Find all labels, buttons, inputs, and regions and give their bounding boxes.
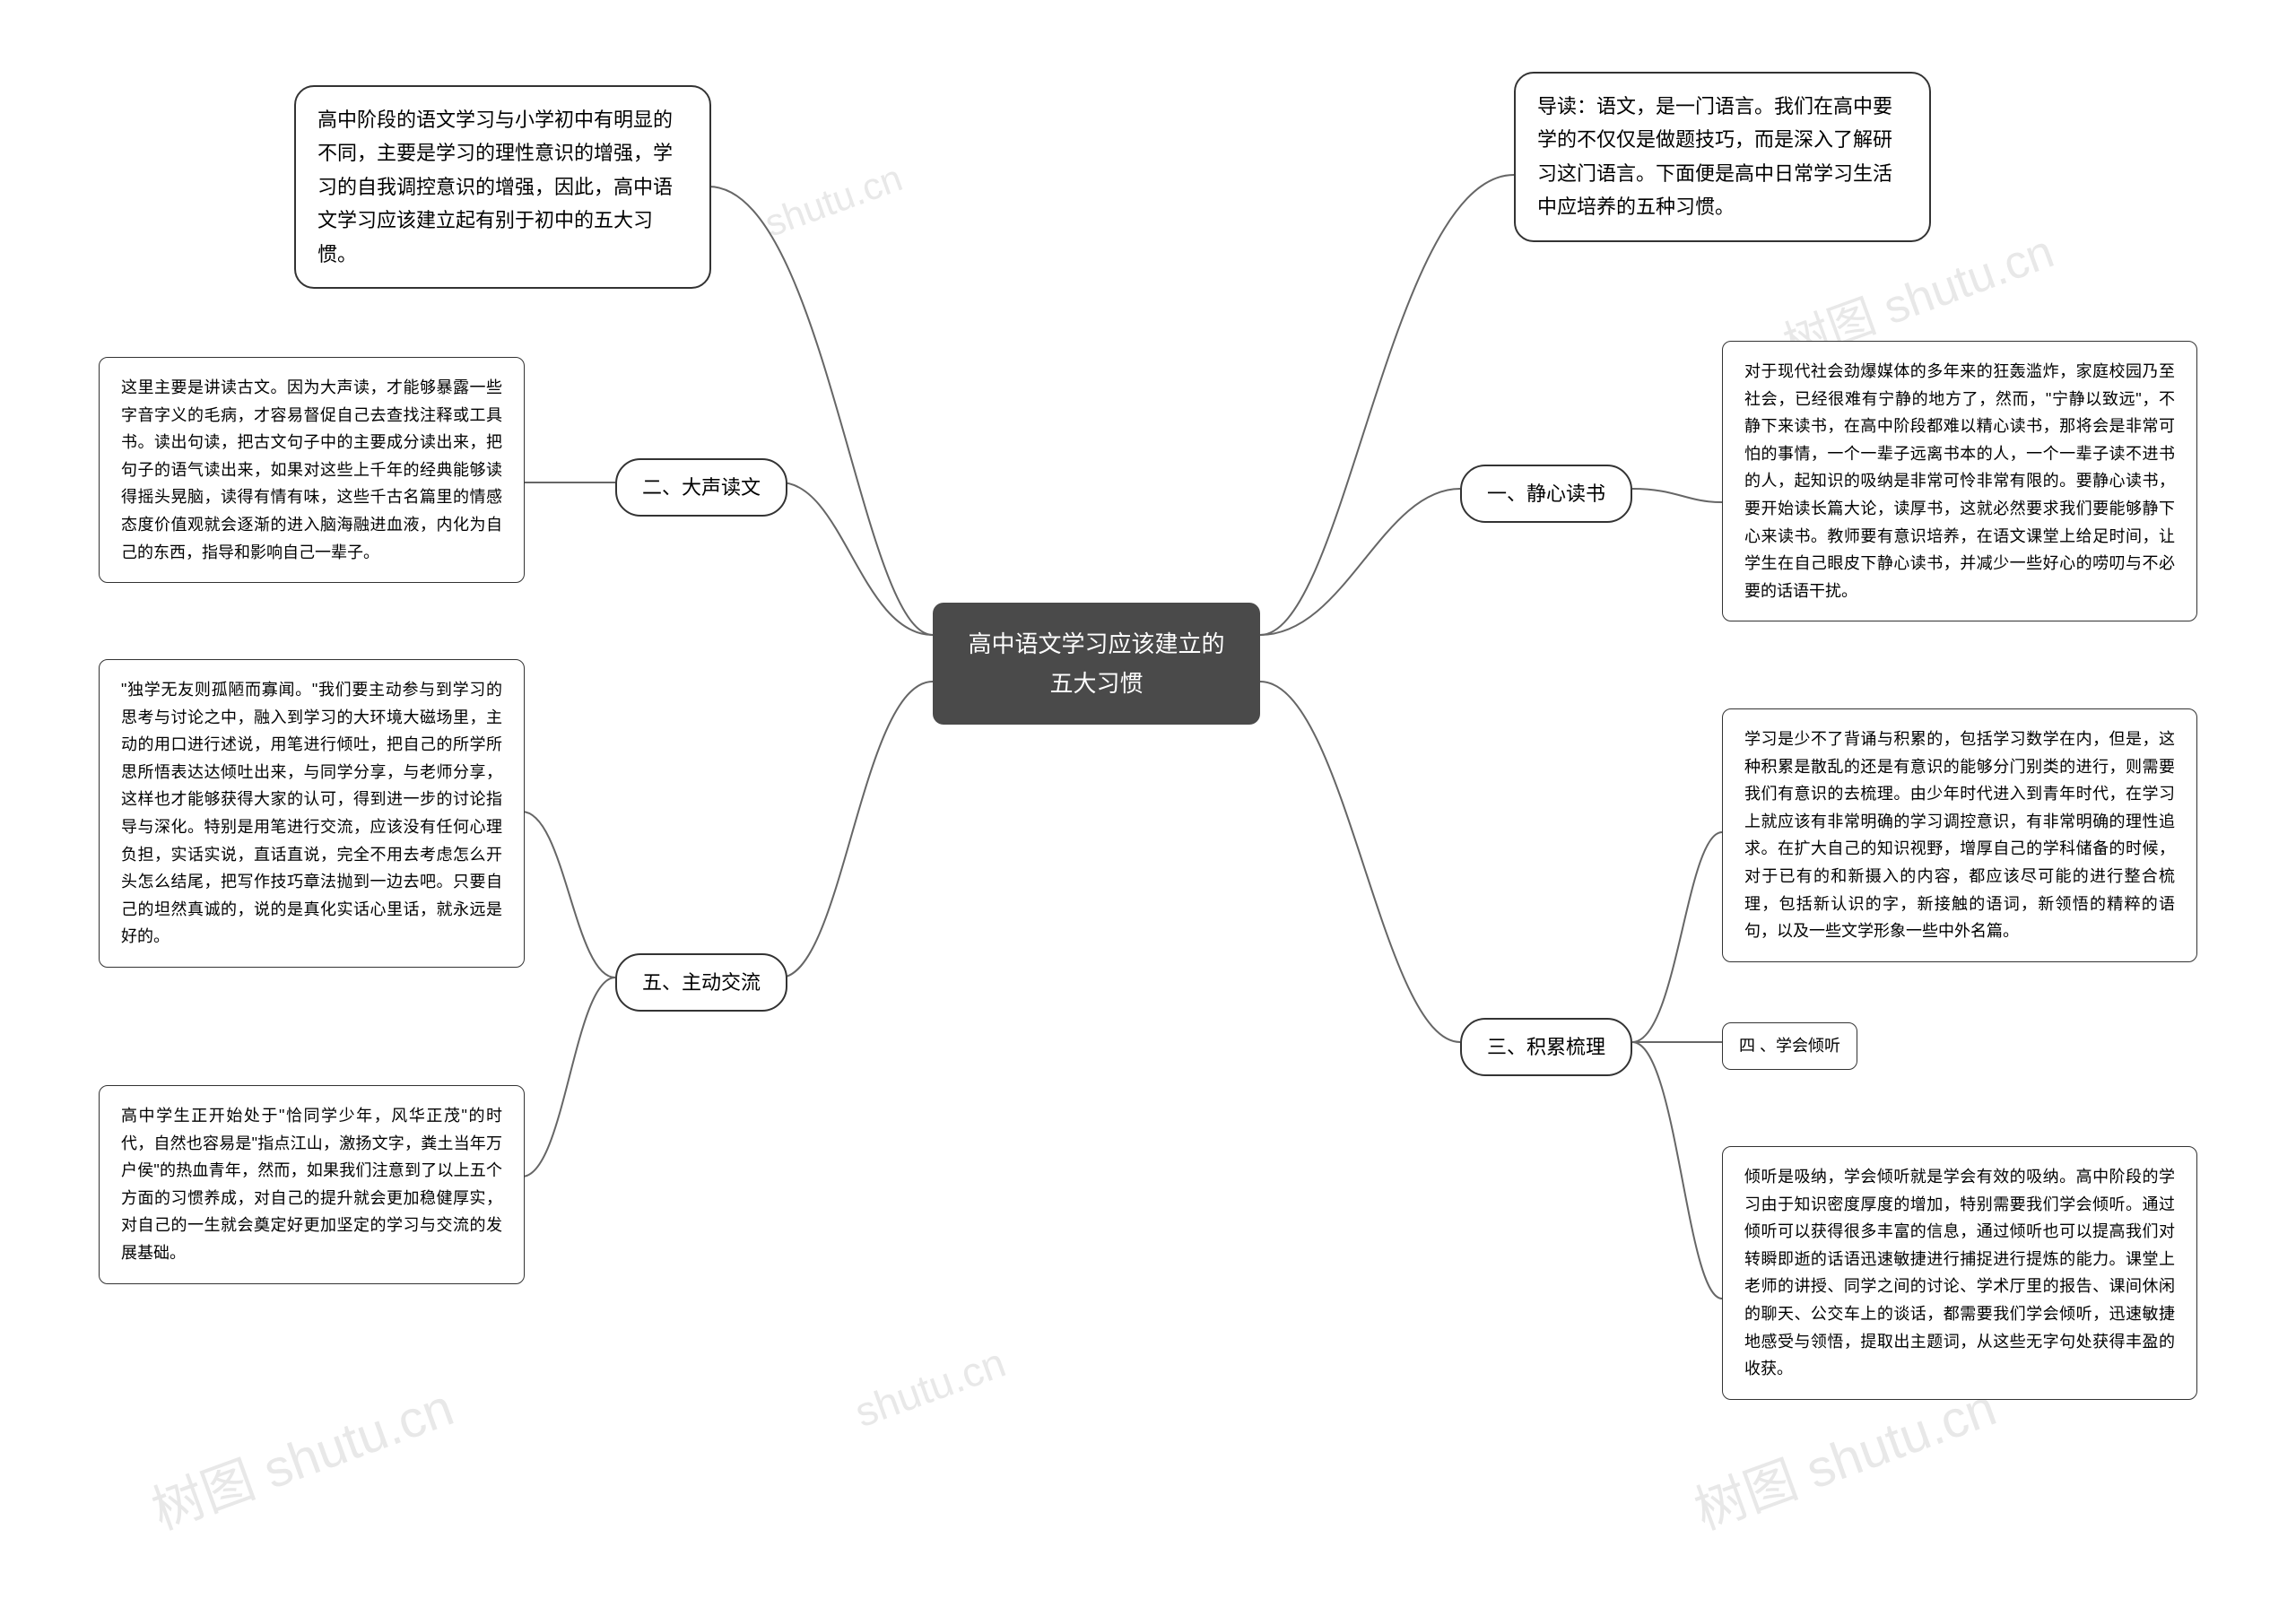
right-intro-node: 导读：语文，是一门语言。我们在高中要学的不仅仅是做题技巧，而是深入了解研习这门语… [1514,72,1931,242]
habit-1-detail-text: 对于现代社会劲爆媒体的多年来的狂轰滥炸，家庭校园乃至社会，已经很难有宁静的地方了… [1744,362,2175,600]
habit-4-node: 四 、学会倾听 [1722,1022,1857,1070]
watermark: shutu.cn [760,156,909,245]
habit-5-detail-2-text: 高中学生正开始处于"恰同学少年，风华正茂"的时代，自然也容易是"指点江山，激扬文… [121,1107,502,1262]
habit-1-label: 一、静心读书 [1487,482,1605,505]
habit-1-node: 一、静心读书 [1460,465,1632,523]
habit-3-node: 三、积累梳理 [1460,1018,1632,1076]
center-title-line2: 五大习惯 [963,664,1230,703]
habit-2-node: 二、大声读文 [615,458,787,517]
habit-1-detail: 对于现代社会劲爆媒体的多年来的狂轰滥炸，家庭校园乃至社会，已经很难有宁静的地方了… [1722,341,2197,621]
right-intro-text: 导读：语文，是一门语言。我们在高中要学的不仅仅是做题技巧，而是深入了解研习这门语… [1537,95,1892,218]
habit-5-detail-2: 高中学生正开始处于"恰同学少年，风华正茂"的时代，自然也容易是"指点江山，激扬文… [99,1085,525,1284]
left-intro-text: 高中阶段的语文学习与小学初中有明显的不同，主要是学习的理性意识的增强，学习的自我… [317,109,673,265]
habit-4-detail: 倾听是吸纳，学会倾听就是学会有效的吸纳。高中阶段的学习由于知识密度厚度的增加，特… [1722,1146,2197,1400]
habit-5-node: 五、主动交流 [615,953,787,1012]
habit-5-label: 五、主动交流 [642,971,761,994]
watermark: shutu.cn [848,1338,1012,1437]
center-node: 高中语文学习应该建立的 五大习惯 [933,603,1260,725]
habit-2-label: 二、大声读文 [642,476,761,499]
habit-4-label: 四 、学会倾听 [1739,1037,1840,1055]
watermark: 树图 shutu.cn [140,1365,462,1543]
habit-3-label: 三、积累梳理 [1487,1036,1605,1058]
habit-2-detail: 这里主要是讲读古文。因为大声读，才能够暴露一些字音字义的毛病，才容易督促自己去查… [99,357,525,583]
habit-4-detail-text: 倾听是吸纳，学会倾听就是学会有效的吸纳。高中阶段的学习由于知识密度厚度的增加，特… [1744,1168,2175,1377]
habit-5-detail-1: "独学无友则孤陋而寡闻。"我们要主动参与到学习的思考与讨论之中，融入到学习的大环… [99,659,525,968]
center-title-line1: 高中语文学习应该建立的 [963,624,1230,664]
habit-3-detail: 学习是少不了背诵与积累的，包括学习数学在内，但是，这种积累是散乱的还是有意识的能… [1722,708,2197,962]
habit-3-detail-text: 学习是少不了背诵与积累的，包括学习数学在内，但是，这种积累是散乱的还是有意识的能… [1744,730,2175,940]
habit-2-detail-text: 这里主要是讲读古文。因为大声读，才能够暴露一些字音字义的毛病，才容易督促自己去查… [121,378,502,561]
habit-5-detail-1-text: "独学无友则孤陋而寡闻。"我们要主动参与到学习的思考与讨论之中，融入到学习的大环… [121,681,502,945]
left-intro-node: 高中阶段的语文学习与小学初中有明显的不同，主要是学习的理性意识的增强，学习的自我… [294,85,711,289]
